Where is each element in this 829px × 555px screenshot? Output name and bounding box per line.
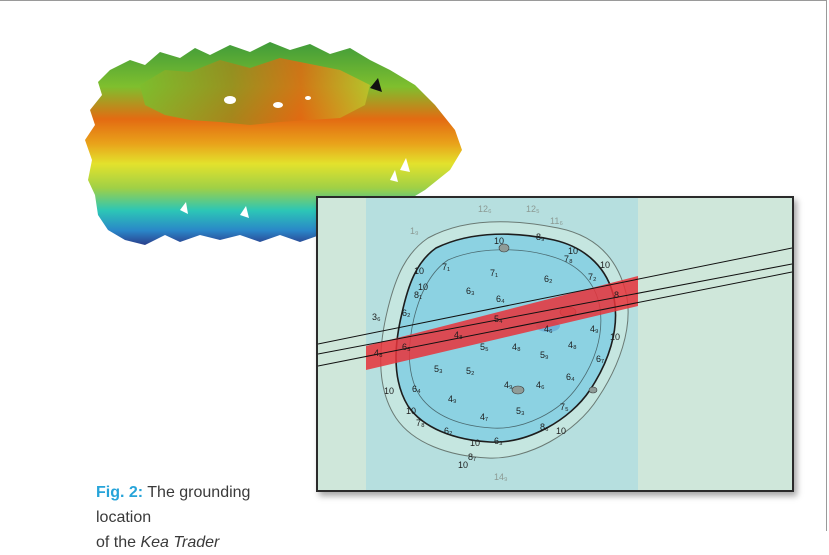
caption-ship-name: Kea Trader (140, 534, 220, 551)
figure-frame (0, 0, 827, 531)
sounding: 7₂ (588, 272, 597, 282)
sounding: 10 (384, 386, 394, 396)
sounding: 6₇ (596, 354, 604, 364)
sounding: 6₃ (466, 286, 475, 296)
sounding: 11₆ (550, 216, 563, 226)
sounding: 10 (406, 406, 416, 416)
sounding: 7₈ (564, 254, 573, 264)
sounding: 6₂ (444, 426, 453, 436)
sounding: 4₇ (480, 412, 488, 422)
sounding: 7₁ (490, 268, 498, 278)
relief-hole (224, 96, 236, 104)
sounding: 10 (458, 460, 468, 470)
sounding: 12₅ (526, 204, 540, 214)
sounding: 8 (614, 290, 619, 300)
relief-hole (273, 102, 283, 108)
rock-patch (498, 243, 510, 253)
relief-gap (390, 170, 398, 182)
route-line (318, 271, 792, 367)
sounding: 5₅ (480, 342, 489, 352)
sounding: 4₈ (454, 330, 463, 340)
sounding: 4₉ (590, 324, 599, 334)
sounding: 10 (600, 260, 610, 270)
sounding: 10 (418, 282, 428, 292)
sounding: 8₁ (414, 290, 422, 300)
sounding: 8₆ (540, 422, 549, 432)
sounding: 7₈ (416, 418, 425, 428)
sounding: 12₆ (478, 204, 492, 214)
route-line (318, 247, 792, 345)
sounding: 10 (494, 236, 504, 246)
nautical-chart: 12₆ 1₉ 12₅ 11₆ 10 8₉ 10 7₈ 10 10 7₁ 7₁ 6… (318, 198, 792, 490)
sounding: 6₂ (402, 308, 411, 318)
relief-top-plateau (140, 58, 370, 125)
sounding: 5₃ (434, 364, 443, 374)
sounding: 7₅ (560, 402, 569, 412)
inner-contour (409, 249, 602, 429)
grounding-corridor (366, 276, 638, 370)
sounding: 6₄ (566, 372, 575, 382)
sounding: 8₇ (468, 452, 476, 462)
sounding: 5₃ (516, 406, 525, 416)
figure-caption: Fig. 2: The grounding location of the Ke… (96, 480, 296, 555)
sounding: 6₅ (402, 342, 411, 352)
sounding: 10 (470, 438, 480, 448)
sounding: 7₁ (442, 262, 450, 272)
sounding: 6₄ (496, 294, 505, 304)
sounding: 3₆ (372, 312, 381, 322)
ship-marker-icon (370, 78, 382, 92)
sounding: 10 (568, 246, 578, 256)
rock-patch (511, 385, 525, 395)
sounding: 10 (556, 426, 566, 436)
relief-gap (240, 206, 249, 218)
sounding: 5₂ (466, 366, 475, 376)
sounding: 6₃ (494, 436, 503, 446)
depth-soundings: 12₆ 1₉ 12₅ 11₆ 10 8₉ 10 7₈ 10 10 7₁ 7₁ 6… (372, 204, 620, 482)
relief-gap (400, 158, 410, 172)
sounding: 4₉ (448, 394, 457, 404)
sounding: 5₉ (540, 350, 549, 360)
sounding: 10 (610, 332, 620, 342)
figure-label: Fig. 2: (96, 484, 144, 501)
sounding: 5₄ (494, 314, 503, 324)
sounding: 6₄ (412, 384, 421, 394)
seabed-relief-3d (85, 42, 462, 245)
sounding: 4₉ (504, 380, 513, 390)
rock-patch (588, 386, 598, 394)
caption-text: The grounding location (96, 484, 251, 526)
sounding: 10 (414, 266, 424, 276)
sounding: 6₂ (544, 274, 553, 284)
relief-hole (305, 96, 311, 100)
sounding: 4₈ (568, 340, 577, 350)
sounding: 4₆ (536, 380, 545, 390)
sounding: 14₉ (494, 472, 508, 482)
sounding: 1₉ (410, 226, 419, 236)
sounding: 4₆ (544, 324, 553, 334)
caption-prefix: of the (96, 534, 137, 551)
relief-gap (180, 202, 188, 214)
sounding: 4₈ (512, 342, 521, 352)
nautical-chart-inset: 12₆ 1₉ 12₅ 11₆ 10 8₉ 10 7₈ 10 10 7₁ 7₁ 6… (316, 196, 794, 492)
route-line (318, 263, 792, 355)
sounding: 4₈ (374, 348, 383, 358)
sounding: 8₉ (536, 232, 545, 242)
